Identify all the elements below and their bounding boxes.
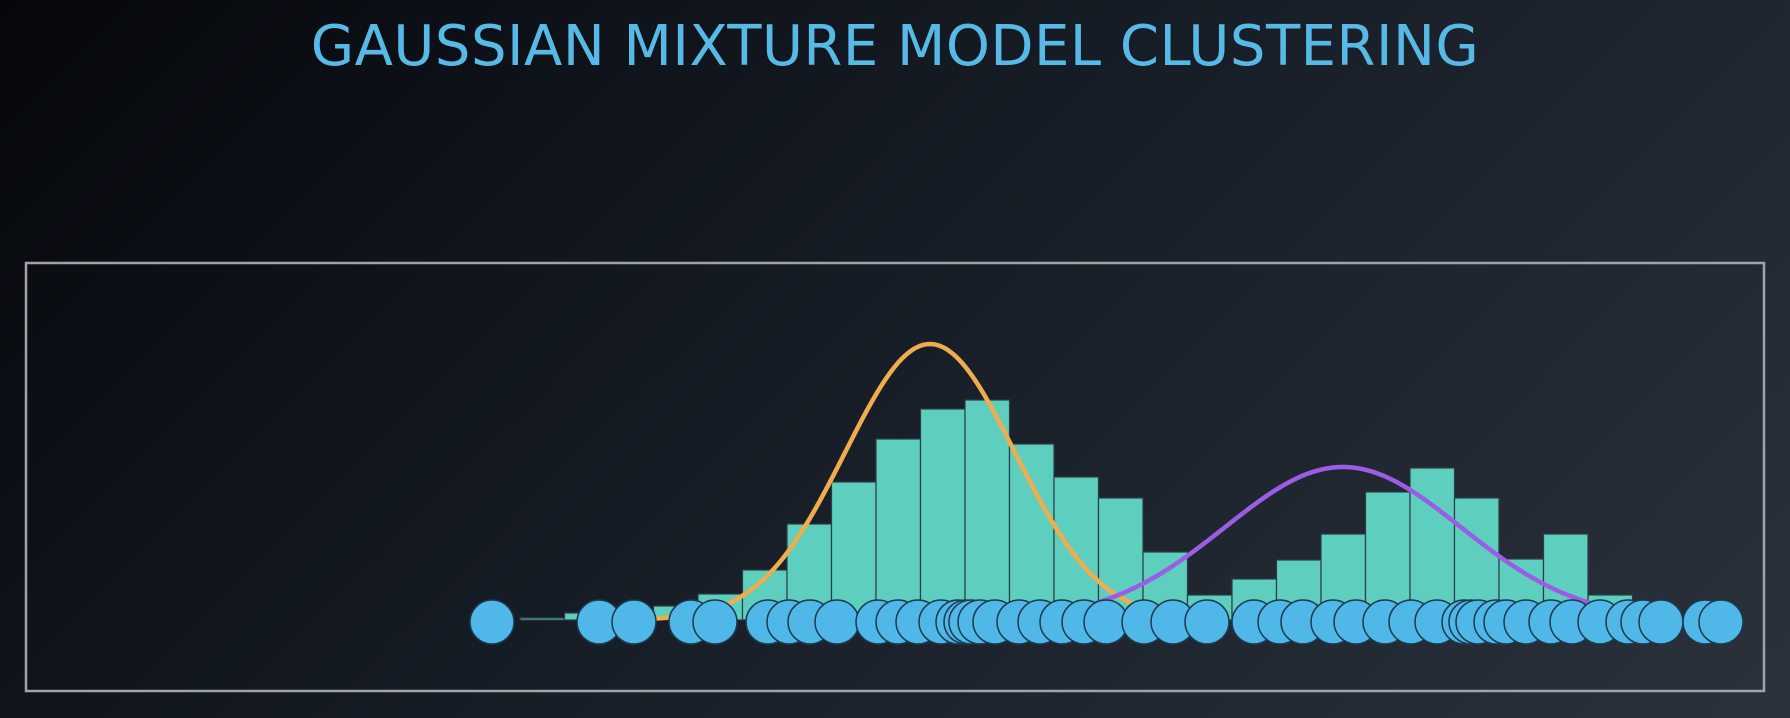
gaussian-curve-1 — [633, 341, 1195, 622]
data-point — [1638, 599, 1684, 645]
gaussian-curve-2 — [1049, 464, 1609, 615]
histogram-bar — [1008, 443, 1055, 621]
histogram-bar — [1053, 476, 1100, 621]
data-point — [1698, 599, 1744, 645]
gaussian-curves — [633, 341, 1609, 622]
histogram-bar — [1364, 491, 1411, 621]
data-point — [692, 599, 738, 645]
data-points — [469, 599, 1744, 645]
histogram-bar — [875, 438, 922, 621]
histogram-bar — [1409, 467, 1456, 621]
data-point — [1184, 599, 1230, 645]
plot-frame — [24, 261, 1766, 693]
histogram-bar — [964, 399, 1011, 621]
histogram-bar — [830, 481, 877, 621]
data-point — [611, 599, 657, 645]
data-point — [814, 599, 860, 645]
chart-title: GAUSSIAN MIXTURE MODEL CLUSTERING — [310, 14, 1480, 79]
data-point — [469, 599, 515, 645]
histogram-bars — [519, 399, 1678, 621]
histogram-bar — [519, 617, 566, 621]
histogram-bar — [919, 408, 966, 621]
